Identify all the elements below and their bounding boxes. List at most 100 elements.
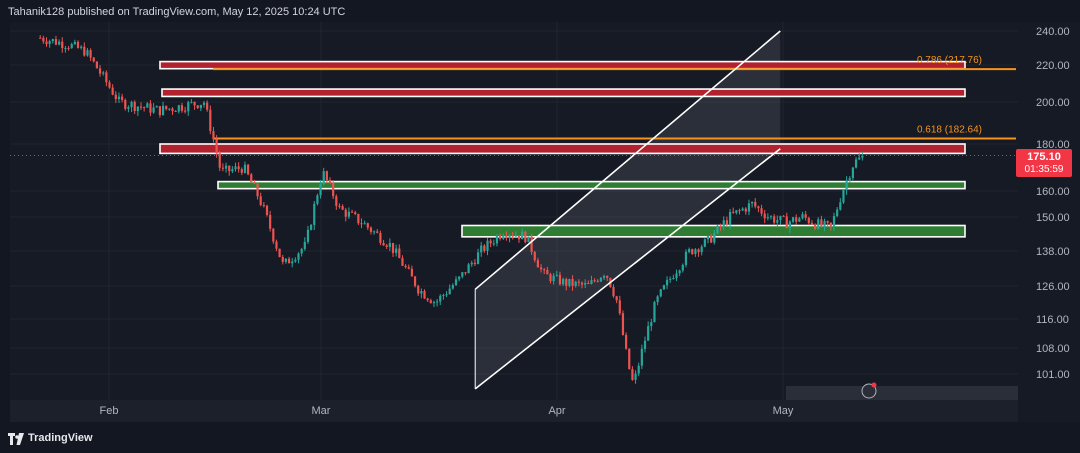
candle-body xyxy=(259,196,262,205)
candle-body xyxy=(634,373,637,380)
candle-body xyxy=(382,242,385,246)
candle-body xyxy=(253,182,256,184)
candle-body xyxy=(300,248,303,254)
candle-body xyxy=(593,280,596,282)
candle-body xyxy=(703,239,706,247)
candle-body xyxy=(243,164,247,173)
horizontal-zones[interactable] xyxy=(159,60,966,238)
price-axis[interactable] xyxy=(1018,22,1080,422)
price-axis-tick: 116.00 xyxy=(1036,314,1069,326)
candle-body xyxy=(858,157,861,160)
time-axis[interactable] xyxy=(10,400,1018,422)
ascending-channel[interactable] xyxy=(474,30,781,390)
candle-body xyxy=(190,101,193,103)
candle-body xyxy=(524,231,527,243)
candle-body xyxy=(209,109,212,132)
candle-body xyxy=(505,236,508,238)
candle-body xyxy=(51,39,54,42)
fib-levels[interactable]: 0.786 (217.76) 0.618 (182.64) xyxy=(213,55,1016,140)
candle-body xyxy=(691,249,694,255)
candle-body xyxy=(773,216,776,223)
candle-body xyxy=(464,272,467,274)
candle-body xyxy=(757,206,760,209)
candle-body xyxy=(511,235,514,237)
candle-body xyxy=(489,240,492,244)
candle-body xyxy=(760,208,763,214)
candle-body xyxy=(861,155,864,158)
candle-body xyxy=(565,279,568,286)
candle-body xyxy=(562,279,565,285)
candle-body xyxy=(114,94,117,100)
candle-body xyxy=(650,322,653,327)
candle-body xyxy=(92,57,95,62)
candle-body xyxy=(177,105,180,112)
candle-body xyxy=(728,211,732,225)
candle-body xyxy=(127,107,130,109)
candle-body xyxy=(628,348,631,370)
candle-body xyxy=(184,110,187,112)
candle-body xyxy=(398,248,401,259)
candle-body xyxy=(180,105,184,111)
candle-body xyxy=(647,326,650,341)
candle-body xyxy=(269,214,272,229)
candle-body xyxy=(39,37,42,39)
candle-body xyxy=(829,222,832,227)
candle-body xyxy=(851,167,855,179)
candle-body xyxy=(577,281,580,283)
candle-body xyxy=(791,217,795,222)
candle-body xyxy=(58,41,61,45)
candle-body xyxy=(332,182,335,197)
candle-body xyxy=(700,246,703,253)
candle-body xyxy=(385,245,388,247)
candle-body xyxy=(820,219,823,227)
candle-body xyxy=(461,272,464,277)
candle-body xyxy=(313,203,316,226)
replay-indicator-dot xyxy=(871,382,877,388)
tradingview-logo[interactable]: TradingView xyxy=(8,431,93,445)
candle-body xyxy=(467,264,470,274)
candle-body xyxy=(262,204,265,206)
channel-lower-line xyxy=(474,148,781,390)
resistance-zone xyxy=(161,88,966,98)
candle-body xyxy=(662,285,666,290)
candle-body xyxy=(379,232,382,243)
candle-body xyxy=(250,174,253,183)
candle-body xyxy=(373,231,376,233)
candle-body xyxy=(376,231,379,233)
time-axis-tick: Mar xyxy=(312,405,331,417)
candle-body xyxy=(580,282,584,285)
candle-body xyxy=(133,101,136,112)
candle-body xyxy=(234,166,237,170)
candle-body xyxy=(817,219,820,229)
candle-body xyxy=(218,153,221,168)
bar-countdown: 01:35:59 xyxy=(1024,163,1064,175)
candle-body xyxy=(231,169,234,172)
resistance-zone xyxy=(159,60,966,70)
last-price-value: 175.10 xyxy=(1027,150,1061,163)
candle-body xyxy=(584,283,587,285)
candle-body xyxy=(95,61,99,69)
candle-body xyxy=(810,223,814,225)
candle-body xyxy=(161,105,165,116)
candle-body xyxy=(83,46,86,56)
candle-body xyxy=(436,301,439,303)
candle-body xyxy=(454,279,458,286)
candle-body xyxy=(70,44,73,49)
channel-upper-line xyxy=(474,30,781,290)
candle-body xyxy=(395,248,398,253)
candle-body xyxy=(401,258,404,266)
candle-body xyxy=(357,213,360,224)
candle-body xyxy=(117,96,121,100)
candle-body xyxy=(706,235,710,240)
candle-body xyxy=(684,251,688,265)
price-axis-labels: 101.00 108.00 116.00 126.00 138.00 150.00 160.… xyxy=(1036,26,1070,381)
candle-body xyxy=(785,216,788,229)
candle-body xyxy=(275,241,278,249)
candle-body xyxy=(848,178,851,181)
candle-body xyxy=(678,270,681,274)
candle-body xyxy=(432,302,436,304)
candle-body xyxy=(303,241,306,249)
candle-body xyxy=(530,236,533,252)
candle-body xyxy=(429,300,432,304)
